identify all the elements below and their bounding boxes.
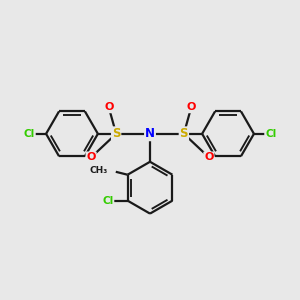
Text: N: N — [145, 127, 155, 140]
Text: CH₃: CH₃ — [89, 166, 107, 175]
Text: Cl: Cl — [265, 129, 276, 139]
Text: O: O — [86, 152, 96, 162]
Text: S: S — [112, 127, 120, 140]
Text: S: S — [180, 127, 188, 140]
Text: Cl: Cl — [24, 129, 35, 139]
Text: O: O — [104, 102, 113, 112]
Text: Cl: Cl — [102, 196, 113, 206]
Text: O: O — [204, 152, 214, 162]
Text: O: O — [187, 102, 196, 112]
